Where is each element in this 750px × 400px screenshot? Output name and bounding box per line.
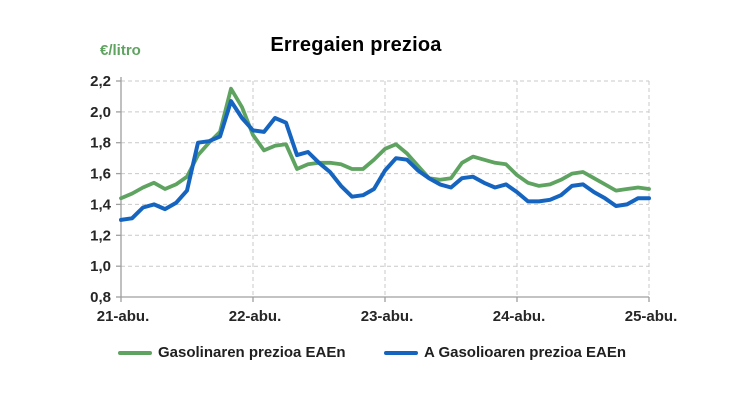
chart-title: Erregaien prezioa (270, 34, 442, 56)
x-tick-label: 24-abu. (493, 308, 546, 325)
y-tick-label: 1,8 (90, 135, 111, 152)
y-tick-label: 2,2 (90, 73, 111, 90)
y-tick-label: 1,2 (90, 227, 111, 244)
legend-item-gasolina: Gasolinaren prezioa EAEn (118, 344, 346, 361)
y-tick-label: 1,4 (90, 196, 112, 213)
legend-swatch-blue-line (384, 350, 418, 355)
legend-item-gasolioa: A Gasolioaren prezioa EAEn (384, 344, 626, 361)
y-tick-label: 1,6 (90, 166, 111, 183)
legend-label-gasolioa: A Gasolioaren prezioa EAEn (424, 344, 626, 361)
y-tick-label: 0,8 (90, 289, 111, 306)
x-tick-label: 25-abu. (625, 308, 678, 325)
series-line-gasolioa (119, 99, 651, 222)
y-axis-unit-label: €/litro (100, 42, 141, 59)
y-tick-label: 2,0 (90, 104, 111, 121)
x-tick-label: 21-abu. (97, 308, 150, 325)
x-tick-label: 23-abu. (361, 308, 414, 325)
legend-label-gasolina: Gasolinaren prezioa EAEn (158, 344, 346, 361)
y-tick-label: 1,0 (90, 258, 111, 275)
legend-swatch-green-line (118, 350, 152, 355)
x-tick-label: 22-abu. (229, 308, 282, 325)
